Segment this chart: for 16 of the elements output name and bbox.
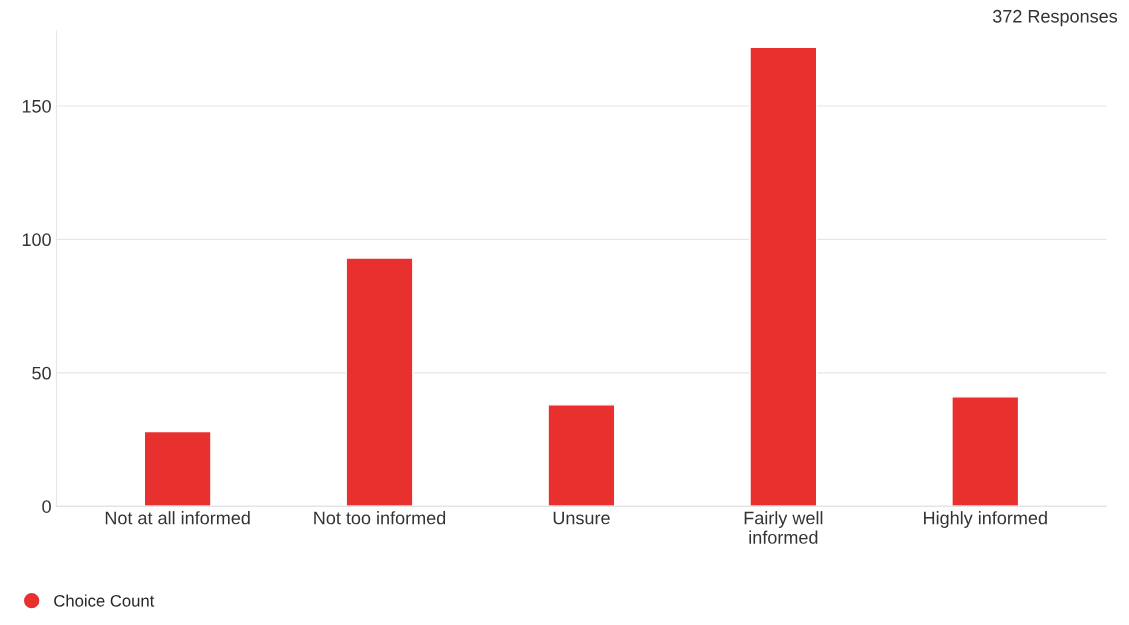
y-tick-label: 150 [22, 99, 51, 113]
y-tick-label: 100 [22, 233, 51, 247]
legend-label: Choice Count [54, 594, 155, 607]
bar [143, 430, 212, 507]
bar [547, 404, 616, 507]
bar [951, 396, 1020, 507]
bar [749, 46, 818, 507]
y-tick-label: 50 [32, 366, 51, 380]
x-tick-label: Fairly well informed [744, 511, 823, 544]
y-tick-label: 0 [42, 500, 51, 513]
bar [345, 257, 414, 507]
x-tick-label: Highly informed [924, 511, 1047, 528]
text: 372 Responses [992, 9, 1118, 27]
x-tick-label: Unsure [553, 511, 610, 525]
x-tick-label: Not at all informed [105, 511, 250, 525]
x-tick-label: Not too informed [314, 511, 446, 525]
